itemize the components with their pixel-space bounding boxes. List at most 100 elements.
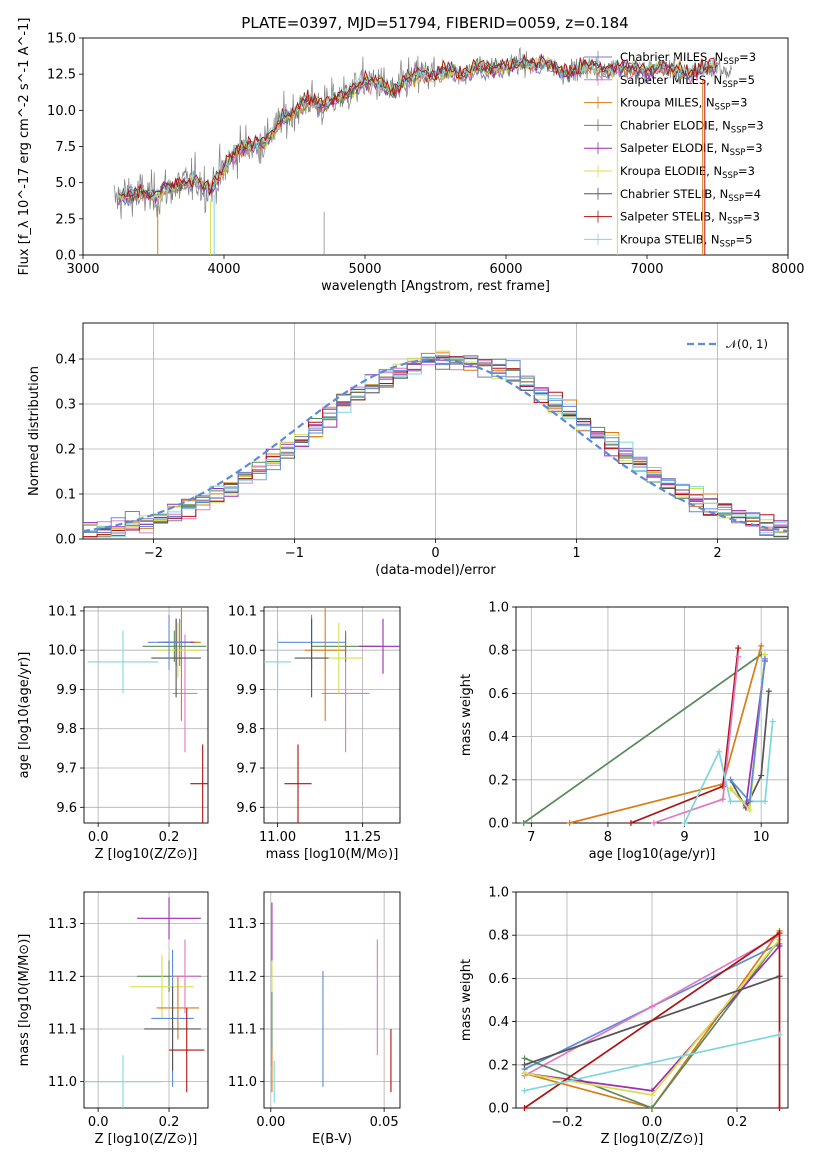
mass-weight-marker: [765, 688, 772, 695]
mass-weight-marker: [727, 785, 734, 792]
x-tick-label: 0.0: [88, 1115, 109, 1130]
panel-6: 0.00 0.05 11.0 11.1 11.2 11.3 E(B-V): [228, 891, 401, 1147]
mass-weight-marker: [521, 1070, 528, 1077]
mass-weight-line: [569, 645, 763, 824]
y-axis-label: mass weight: [459, 959, 474, 1041]
y-tick-label: 0.2: [488, 773, 509, 788]
x-tick-label: 0.2: [159, 1115, 180, 1130]
y-axis-label: mass weight: [459, 674, 474, 756]
y-tick-label: 0.8: [488, 929, 509, 944]
y-axis-label: mass [log10(M/M⊙)]: [17, 934, 32, 1067]
x-tick-label: 2: [713, 546, 721, 561]
plot-area-2: [87, 607, 208, 823]
mass-weight-marker: [649, 1003, 655, 1010]
y-tick-label: 10.0: [48, 644, 77, 659]
mass-weight-marker: [649, 1105, 655, 1111]
mass-weight-marker: [681, 820, 688, 826]
histogram-step: [83, 355, 788, 536]
y-tick-label: 2.5: [55, 212, 76, 227]
x-tick-label: 4000: [207, 262, 240, 277]
legend-label: Kroupa STELIB, NSSP=5: [620, 232, 752, 249]
x-tick-label: 1: [572, 546, 580, 561]
legend-label: 𝒩(0, 1): [726, 337, 768, 351]
y-tick-label: 10.1: [228, 604, 257, 619]
x-axis-label: (data-model)/error: [375, 563, 496, 578]
legend-label: Chabrier STELIB, NSSP=4: [620, 187, 761, 204]
mass-weight-marker: [758, 772, 765, 779]
normal-curve: [82, 358, 789, 533]
y-tick-label: 9.9: [56, 683, 77, 698]
y-tick-label: 11.1: [228, 1022, 257, 1037]
y-tick-label: 0.1: [55, 488, 76, 503]
legend-label: Kroupa ELODIE, NSSP=3: [620, 164, 755, 181]
legend-label: Chabrier ELODIE, NSSP=3: [620, 118, 764, 135]
x-tick-label: 0.2: [159, 830, 180, 845]
model-line: [117, 57, 718, 202]
x-tick-label: 0.0: [642, 1115, 663, 1130]
mass-weight-marker: [735, 653, 742, 660]
y-tick-label: 10.0: [47, 104, 76, 119]
y-tick-label: 9.7: [56, 762, 77, 777]
mass-weight-marker: [735, 645, 742, 652]
y-tick-label: 11.3: [48, 917, 77, 932]
y-tick-label: 11.0: [48, 1075, 77, 1090]
y-tick-label: 9.6: [56, 801, 77, 816]
y-tick-label: 11.3: [228, 917, 257, 932]
mass-weight-marker: [649, 1092, 655, 1099]
y-tick-label: 11.2: [228, 970, 257, 985]
y-tick-label: 0.4: [488, 1015, 509, 1030]
legend-label: Salpeter STELIB, NSSP=3: [620, 210, 760, 227]
legend-label: Salpeter ELODIE, NSSP=3: [620, 141, 763, 158]
mass-weight-marker: [520, 820, 527, 826]
y-tick-label: 7.5: [55, 140, 76, 155]
y-tick-label: 0.0: [488, 1102, 509, 1117]
axes-frame: [83, 606, 209, 824]
mass-weight-marker: [716, 748, 723, 755]
y-tick-label: 0.0: [488, 817, 509, 832]
x-axis-label: age [log10(age/yr)]: [589, 847, 716, 862]
y-tick-label: 9.8: [56, 722, 77, 737]
mass-weight-marker: [769, 718, 776, 725]
spectrum-title: PLATE=0397, MJD=51794, FIBERID=0059, z=0…: [241, 14, 628, 32]
x-axis-label: Z [log10(Z/Z⊙)]: [95, 1132, 198, 1147]
x-tick-label: 7000: [630, 262, 663, 277]
y-tick-label: 5.0: [55, 176, 76, 191]
y-tick-label: 0.4: [488, 730, 509, 745]
y-tick-label: 0.4: [55, 353, 76, 368]
x-tick-label: 11.00: [259, 830, 296, 845]
y-tick-label: 1.0: [488, 886, 509, 901]
y-axis-label: age [log10(age/yr)]: [17, 652, 32, 779]
mass-weight-marker: [776, 930, 783, 937]
x-tick-label: 0.05: [370, 1115, 399, 1130]
y-tick-label: 15.0: [47, 32, 76, 47]
x-tick-label: 0: [431, 546, 439, 561]
x-tick-label: 7: [527, 830, 535, 845]
x-axis-label: mass [log10(M/M⊙)]: [266, 847, 399, 862]
y-tick-label: 9.7: [236, 762, 257, 777]
model-line: [117, 56, 718, 205]
mass-weight-line: [523, 653, 762, 824]
mass-weight-marker: [566, 820, 573, 826]
plot-area-5: [84, 897, 205, 1108]
x-tick-label: 0.0: [88, 830, 109, 845]
mass-weight-marker: [650, 820, 657, 826]
x-tick-label: 11.25: [344, 830, 381, 845]
panel-7: −0.2 0.0 0.2 0.0 0.2 0.4 0.6 0.8 1.0 Z [log10(Z/Z…: [459, 886, 789, 1147]
x-tick-label: 0.00: [256, 1115, 285, 1130]
y-tick-label: 0.6: [488, 687, 509, 702]
legend-label: Salpeter MILES, NSSP=5: [620, 73, 755, 90]
y-tick-label: 12.5: [47, 68, 76, 83]
mass-weight-marker: [762, 798, 769, 805]
mass-weight-marker: [746, 798, 753, 805]
panel-3: 11.00 11.25 9.6 9.7 9.8 9.9 10.0 10.1 mass [log1…: [228, 604, 401, 862]
y-axis-label: Normed distribution: [27, 366, 42, 496]
x-tick-label: 8: [604, 830, 612, 845]
y-axis-label: Flux [f_λ 10^-17 erg cm^-2 s^-1 A^-1]: [17, 18, 32, 276]
plot-area-1: [82, 350, 789, 538]
mass-weight-marker: [758, 642, 765, 649]
legend-label: Kroupa MILES, NSSP=3: [620, 96, 747, 113]
mass-weight-marker: [719, 796, 726, 803]
x-tick-label: −0.2: [551, 1115, 583, 1130]
x-axis-label: E(B-V): [312, 1132, 352, 1147]
panel-4: 7 8 9 10 0.0 0.2 0.4 0.6 0.8 1.0 age [log10(age/yr…: [459, 601, 789, 862]
